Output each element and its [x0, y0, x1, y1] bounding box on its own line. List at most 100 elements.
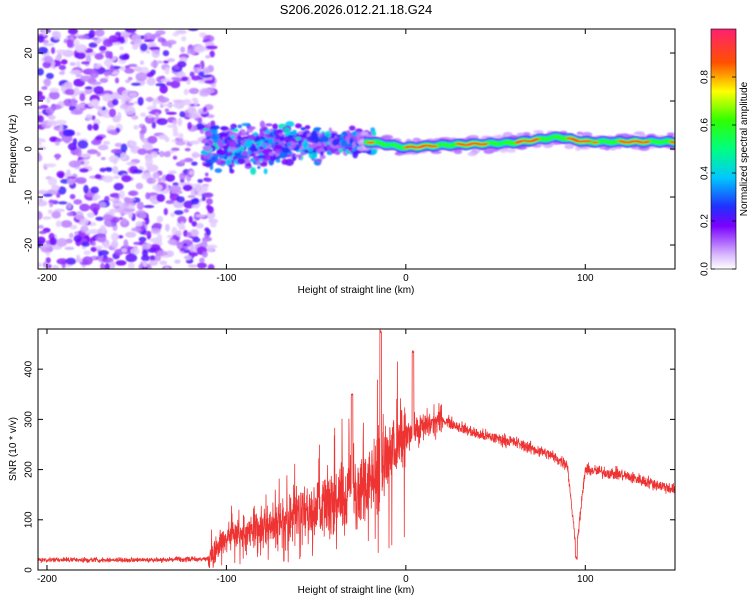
spectrogram-noise-cell — [118, 190, 125, 200]
spectrogram-noise-cell — [201, 251, 208, 258]
spectrogram-noise-cell — [195, 222, 204, 229]
spectrogram-signal-cell — [207, 152, 211, 160]
spectrogram-halo-cell — [680, 144, 687, 147]
spectrogram-noise-cell — [139, 60, 145, 65]
spectrogram-noise-cell — [135, 220, 143, 227]
spectrogram-noise-cell — [120, 152, 127, 161]
spectrogram-noise-cell — [175, 140, 186, 146]
spectrogram-noise-cell — [172, 155, 178, 160]
spectrogram-noise-cell — [194, 64, 201, 68]
spectrogram-signal-cell — [307, 147, 314, 152]
spectrogram-noise-cell — [177, 216, 187, 225]
spectrogram-noise-cell — [108, 108, 117, 118]
spectrogram-signal-cell — [272, 139, 281, 144]
spectrogram-halo-cell — [467, 151, 477, 157]
spectrogram-noise-cell — [58, 71, 65, 76]
spectrogram-noise-cell — [155, 82, 166, 87]
spectrogram-noise-cell — [166, 124, 178, 128]
spectrogram-halo-cell — [677, 137, 685, 142]
spectrogram-ridge-cell — [585, 140, 592, 143]
spectrogram-noise-cell — [133, 66, 142, 72]
spectrogram-noise-cell — [156, 233, 163, 242]
spectrogram-signal-cell — [335, 134, 340, 138]
spectrogram-halo-cell — [516, 132, 525, 137]
spectrogram-noise-cell — [192, 237, 201, 243]
spectrogram-noise-cell — [38, 211, 43, 220]
spectrogram-noise-cell — [159, 150, 165, 158]
spectrogram-noise-cell — [159, 260, 168, 266]
spectrogram-noise-cell — [60, 220, 73, 228]
spectrogram-noise-cell — [176, 196, 185, 203]
spectrogram-noise-cell — [156, 118, 168, 126]
spectrogram-noise-cell — [189, 71, 195, 78]
spectrogram-noise-cell — [142, 249, 149, 257]
spectrogram-noise-cell — [186, 48, 197, 55]
spectrogram-noise-cell — [203, 185, 209, 192]
spectrogram-signal-cell — [263, 168, 268, 175]
spectrogram-noise-cell — [45, 72, 54, 80]
spectrogram-noise-cell — [112, 42, 122, 46]
snr-xtick-label: 0 — [403, 574, 409, 585]
spectrogram-noise-cell — [141, 254, 150, 262]
spectrogram-halo-cell — [361, 131, 369, 135]
spectrogram-signal-cell — [258, 146, 264, 150]
spectrogram-noise-cell — [183, 208, 189, 213]
spectrogram-noise-cell — [198, 71, 205, 76]
spectrogram-noise-cell — [139, 43, 148, 52]
spectrogram-noise-cell — [102, 175, 114, 183]
spectrogram-noise-cell — [172, 182, 179, 186]
spectrogram-signal-cell — [257, 154, 266, 159]
spectrogram-halo-cell — [675, 139, 682, 144]
spectrogram-noise-cell — [88, 42, 98, 48]
spectrogram-signal-cell — [220, 126, 229, 131]
spectrogram-signal-cell — [237, 124, 243, 129]
spectrogram-noise-cell — [135, 72, 148, 82]
spectrogram-noise-cell — [47, 115, 56, 120]
spectrogram-noise-cell — [164, 108, 170, 113]
spectrogram-noise-cell — [191, 229, 198, 237]
spectrogram-noise-cell — [117, 111, 122, 121]
spectrogram-noise-cell — [66, 202, 72, 210]
spectrogram-signal-cell — [304, 125, 311, 130]
spectrogram-noise-cell — [196, 262, 207, 269]
spectrogram-noise-cell — [66, 169, 71, 176]
spectrogram-noise-cell — [187, 122, 192, 130]
spectrogram-noise-cell — [96, 151, 101, 157]
spectrogram-noise-cell — [112, 165, 119, 175]
spectrogram-noise-cell — [65, 257, 77, 265]
spectrogram-noise-cell — [38, 236, 46, 245]
spectrogram-noise-cell — [86, 212, 95, 218]
spectrogram-noise-cell — [120, 97, 126, 105]
spectrogram-noise-cell — [150, 151, 158, 158]
spectrogram-noise-cell — [45, 107, 55, 115]
spectrogram-noise-cell — [69, 193, 76, 200]
spectrogram-ridge-cell — [672, 141, 675, 144]
spectrogram-noise-cell — [57, 186, 67, 195]
spectrogram-noise-cell — [58, 64, 67, 71]
spectrogram-noise-cell — [38, 91, 43, 96]
spectrogram-noise-cell — [90, 81, 102, 86]
spectrogram-noise-cell — [173, 78, 183, 83]
spectrogram-signal-cell — [259, 136, 266, 140]
spectrogram-signal-cell — [312, 149, 317, 154]
spectrogram-signal-cell — [229, 141, 238, 150]
spectrogram-noise-cell — [98, 201, 107, 208]
spectrogram-noise-cell — [115, 260, 127, 266]
spectrogram-noise-cell — [151, 33, 161, 38]
spectrogram-signal-cell — [306, 136, 316, 142]
spectrogram-noise-cell — [154, 112, 160, 117]
spectrogram-noise-cell — [202, 88, 215, 94]
spectrogram-noise-cell — [171, 226, 178, 235]
spectrogram-noise-cell — [136, 201, 144, 210]
spectrogram-noise-cell — [124, 29, 137, 33]
spectrogram-noise-cell — [125, 253, 138, 263]
spectrogram-noise-cell — [145, 49, 151, 54]
spectrogram-noise-cell — [172, 125, 178, 135]
spectrogram-noise-cell — [79, 203, 90, 212]
spectrogram-noise-cell — [94, 105, 104, 110]
spectrogram-noise-cell — [83, 250, 91, 256]
spectrogram-noise-cell — [121, 217, 127, 225]
spectrogram-noise-cell — [50, 47, 56, 54]
spectrogram-signal-cell — [229, 164, 233, 173]
spectrogram-signal-cell — [230, 126, 235, 130]
